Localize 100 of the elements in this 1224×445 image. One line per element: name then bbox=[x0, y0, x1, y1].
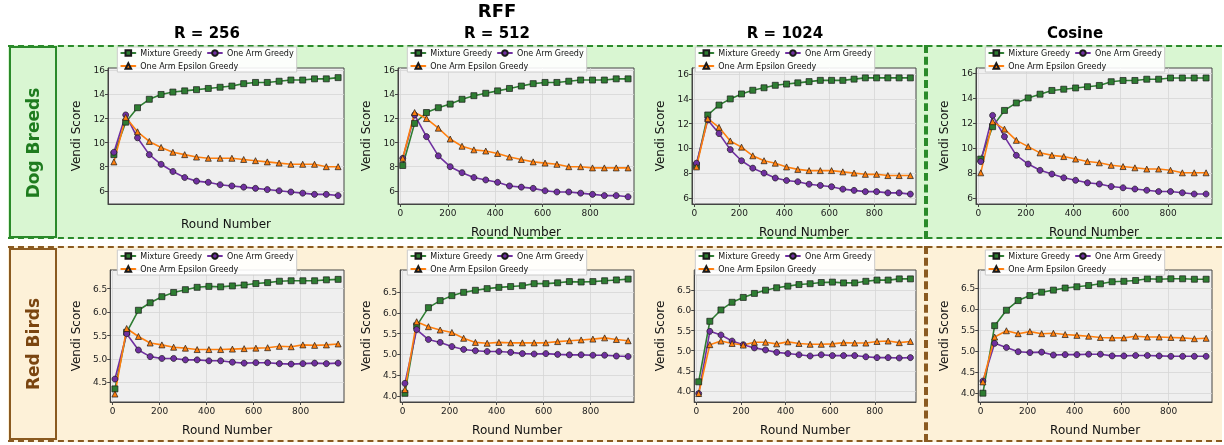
x-tick-label: 200 bbox=[150, 405, 169, 416]
x-tick-label: 0 bbox=[975, 207, 982, 218]
y-tick-label: 5.5 bbox=[382, 328, 398, 339]
x-tick-label: 0 bbox=[397, 207, 404, 218]
y-tick-label: 14 bbox=[93, 89, 106, 100]
x-tick-label: 200 bbox=[439, 207, 457, 218]
y-tick-label: 16 bbox=[93, 65, 106, 76]
y-tick-label: 12 bbox=[961, 117, 973, 128]
y-axis-title: Vendi Score bbox=[69, 100, 83, 172]
x-tick-label: 600 bbox=[820, 207, 839, 218]
x-tick-label: 200 bbox=[732, 405, 750, 416]
text: Dog Breeds bbox=[23, 87, 44, 199]
x-tick-label: 600 bbox=[1112, 207, 1130, 218]
x-tick-label: 600 bbox=[821, 405, 840, 416]
y-tick-label: 14 bbox=[677, 93, 690, 104]
y-tick-label: 6 bbox=[967, 192, 974, 203]
y-tick-label: 5.5 bbox=[92, 330, 108, 341]
y-axis-title: Vendi Score bbox=[359, 300, 373, 372]
x-axis-title: Round Number bbox=[760, 423, 851, 437]
y-tick-label: 5.0 bbox=[960, 345, 976, 356]
y-tick-label: 6.5 bbox=[960, 283, 976, 294]
x-tick-label: 400 bbox=[1065, 405, 1084, 416]
x-tick-label: 800 bbox=[865, 207, 884, 218]
x-axis-title: Round Number bbox=[181, 217, 272, 231]
y-tick-label: 10 bbox=[677, 143, 690, 154]
x-tick-label: 600 bbox=[534, 207, 552, 218]
x-tick-label: 800 bbox=[866, 405, 884, 416]
legend-label: One Arm Greedy bbox=[1094, 251, 1162, 261]
x-axis-title: Round Number bbox=[182, 423, 273, 437]
x-tick-label: 400 bbox=[487, 405, 506, 416]
x-tick-label: 0 bbox=[109, 405, 116, 416]
legend-label: One Arm Epsilon Greedy bbox=[140, 264, 239, 274]
x-tick-label: 200 bbox=[730, 207, 749, 218]
x-axis-title: Round Number bbox=[1049, 225, 1140, 239]
x-tick-label: 600 bbox=[534, 405, 553, 416]
y-tick-label: 10 bbox=[961, 142, 974, 153]
x-tick-label: 800 bbox=[291, 405, 310, 416]
legend-label: Mixture Greedy bbox=[140, 251, 203, 261]
legend-label: Mixture Greedy bbox=[718, 251, 781, 261]
y-tick-label: 5.0 bbox=[676, 345, 692, 356]
chart-title: Cosine bbox=[1046, 23, 1104, 42]
y-tick-label: 8 bbox=[389, 161, 396, 172]
y-axis-title: Vendi Score bbox=[653, 300, 667, 372]
x-tick-label: 0 bbox=[693, 405, 700, 416]
legend-label: Mixture Greedy bbox=[430, 251, 493, 261]
y-tick-label: 12 bbox=[93, 113, 105, 124]
y-tick-label: 6.5 bbox=[382, 287, 398, 298]
x-tick-label: 200 bbox=[440, 405, 459, 416]
legend-label: One Arm Epsilon Greedy bbox=[430, 61, 529, 71]
y-tick-label: 4.5 bbox=[676, 365, 692, 376]
x-tick-label: 400 bbox=[775, 207, 794, 218]
y-axis-title: Vendi Score bbox=[359, 100, 373, 172]
legend-label: One Arm Epsilon Greedy bbox=[140, 61, 239, 71]
y-tick-label: 8 bbox=[683, 168, 690, 179]
x-tick-label: 400 bbox=[197, 405, 216, 416]
x-tick-label: 800 bbox=[581, 207, 599, 218]
legend-label: One Arm Greedy bbox=[1094, 48, 1162, 58]
chart-title: R = 1024 bbox=[746, 23, 824, 42]
y-tick-label: 4.0 bbox=[960, 387, 976, 398]
x-axis-title: Round Number bbox=[471, 225, 562, 239]
y-tick-label: 6.5 bbox=[92, 283, 108, 294]
x-tick-label: 400 bbox=[777, 405, 795, 416]
x-tick-label: 800 bbox=[1159, 405, 1178, 416]
x-tick-label: 600 bbox=[1112, 405, 1131, 416]
legend-label: One Arm Greedy bbox=[516, 251, 584, 261]
y-tick-label: 6 bbox=[683, 192, 690, 203]
y-tick-label: 4.5 bbox=[960, 366, 976, 377]
y-tick-label: 5.5 bbox=[960, 324, 976, 335]
x-tick-label: 800 bbox=[1159, 207, 1177, 218]
y-tick-label: 6.0 bbox=[92, 307, 108, 318]
legend-label: One Arm Epsilon Greedy bbox=[1008, 61, 1107, 71]
legend-label: One Arm Greedy bbox=[226, 48, 294, 58]
y-tick-label: 14 bbox=[383, 89, 396, 100]
x-tick-label: 400 bbox=[1064, 207, 1083, 218]
x-tick-label: 800 bbox=[581, 405, 600, 416]
y-axis-title: Vendi Score bbox=[937, 300, 951, 372]
x-tick-label: 400 bbox=[486, 207, 505, 218]
y-tick-label: 6.0 bbox=[382, 308, 398, 319]
legend-label: Mixture Greedy bbox=[718, 48, 781, 58]
y-tick-label: 5.0 bbox=[92, 353, 108, 364]
legend-label: Mixture Greedy bbox=[430, 48, 493, 58]
legend-label: One Arm Epsilon Greedy bbox=[718, 61, 817, 71]
x-axis-title: Round Number bbox=[759, 225, 850, 239]
x-tick-label: 200 bbox=[1018, 405, 1037, 416]
y-tick-label: 12 bbox=[383, 113, 395, 124]
y-tick-label: 12 bbox=[677, 118, 689, 129]
legend-label: One Arm Epsilon Greedy bbox=[718, 264, 817, 274]
legend-label: One Arm Greedy bbox=[804, 251, 872, 261]
legend-label: One Arm Greedy bbox=[804, 48, 872, 58]
y-tick-label: 14 bbox=[961, 92, 974, 103]
y-axis-title: Vendi Score bbox=[937, 100, 951, 172]
x-tick-label: 200 bbox=[1017, 207, 1035, 218]
legend-label: One Arm Epsilon Greedy bbox=[430, 264, 529, 274]
y-tick-label: 16 bbox=[383, 65, 396, 76]
y-tick-label: 4.5 bbox=[92, 377, 108, 388]
y-tick-label: 10 bbox=[93, 137, 106, 148]
legend-label: Mixture Greedy bbox=[140, 48, 203, 58]
x-tick-label: 0 bbox=[399, 405, 406, 416]
x-axis-title: Round Number bbox=[1050, 423, 1141, 437]
legend-label: One Arm Greedy bbox=[226, 251, 294, 261]
